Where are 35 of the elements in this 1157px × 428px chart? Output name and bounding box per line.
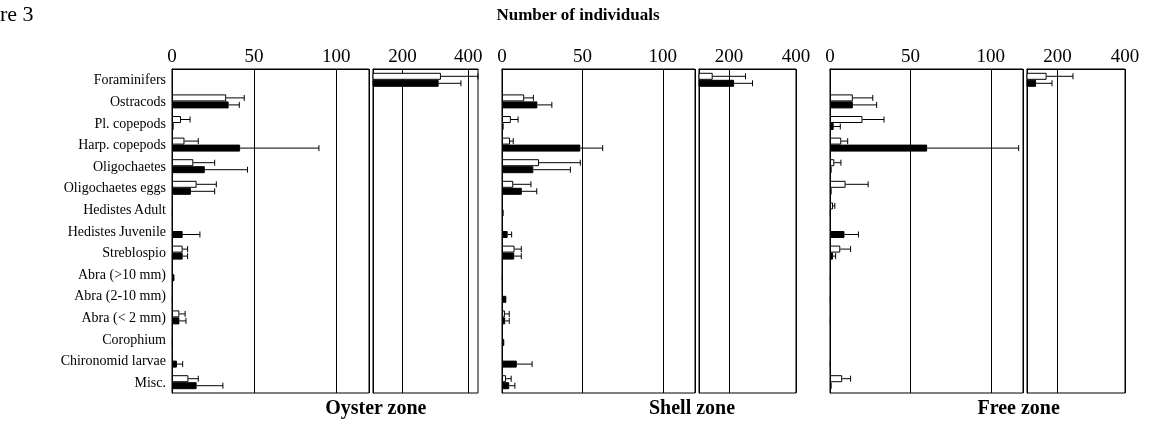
y-tick-label: Streblospio [102, 245, 166, 261]
x-tick-label: 400 [1110, 45, 1140, 66]
y-tick-label: Misc. [134, 374, 166, 390]
x-tick-label: 0 [167, 45, 177, 66]
x-tick-label: 100 [976, 45, 1006, 66]
y-tick-label: Abra (2-10 mm) [74, 288, 167, 305]
y-tick-label: Harp. copepods [78, 137, 166, 153]
y-tick-label: Foraminifers [93, 72, 166, 88]
x-tick-label: 400 [781, 45, 811, 66]
y-tick-label: Hedistes Juvenile [67, 223, 166, 239]
x-tick-label: 200 [388, 45, 417, 66]
y-tick-label: Corophium [102, 331, 167, 347]
x-tick-label: 50 [244, 45, 264, 66]
x-tick-label: 50 [900, 45, 920, 66]
y-tick-label: Oligochaetes [92, 158, 166, 174]
x-axis-title: Oyster zone [325, 396, 427, 419]
x-tick-label: 0 [497, 45, 507, 66]
chart-title: Number of individuals [496, 5, 660, 24]
y-tick-label: Hedistes Adult [83, 201, 167, 217]
x-tick-label: 400 [453, 45, 483, 66]
x-tick-label: 50 [572, 45, 592, 66]
y-tick-label: Abra (< 2 mm) [81, 309, 167, 326]
y-tick-label: Ostracods [110, 93, 166, 109]
x-tick-label: 100 [321, 45, 351, 66]
x-axis-title: Free zone [977, 396, 1060, 418]
y-tick-label: Chironomid larvae [60, 353, 166, 369]
y-tick-label: Pl. copepods [94, 115, 166, 131]
x-tick-label: 0 [825, 45, 835, 66]
x-tick-label: 200 [714, 45, 744, 66]
x-tick-label: 100 [648, 45, 678, 66]
y-tick-label: Abra (>10 mm) [78, 266, 167, 283]
x-axis-title: Shell zone [648, 396, 736, 418]
x-tick-label: 200 [1043, 45, 1072, 66]
y-tick-label: Oligochaetes eggs [63, 180, 166, 196]
text: re 3 [0, 0, 34, 26]
